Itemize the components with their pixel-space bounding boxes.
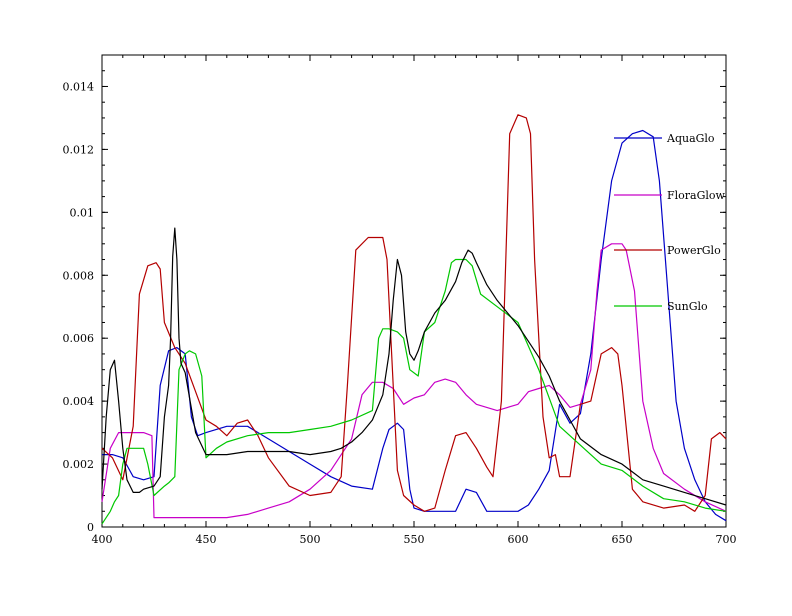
series-line-aquaglo: [102, 129, 727, 522]
y-tick-label: 0.006: [63, 332, 95, 345]
x-tick-label: 450: [196, 533, 217, 546]
series-line-sunglo: [101, 258, 727, 525]
y-axis: 0 0.002 0.004 0.006 0.008 0.01 0.012 0.014: [63, 54, 726, 534]
y-tick-label: 0.01: [70, 206, 95, 219]
x-tick-label: 500: [300, 533, 321, 546]
y-tick-label: 0.012: [63, 143, 95, 156]
legend: AquaGlo FloraGlow PowerGlo SunGlo: [614, 132, 726, 313]
plot-frame: [101, 54, 727, 528]
legend-label: PowerGlo: [667, 244, 721, 257]
series-line-unlabeled: [101, 227, 727, 506]
x-tick-label: 700: [716, 533, 737, 546]
x-tick-label: 650: [612, 533, 633, 546]
y-tick-label: 0.002: [63, 458, 95, 471]
legend-label: FloraGlow: [667, 189, 726, 202]
x-axis: 400 450 500 550 600 650 700: [92, 55, 737, 546]
legend-label: AquaGlo: [666, 132, 715, 145]
series-line-floraglow: [101, 243, 727, 519]
y-tick-label: 0: [87, 521, 94, 534]
y-tick-label: 0.008: [63, 269, 95, 282]
series-group: [101, 114, 727, 525]
x-tick-label: 400: [92, 533, 113, 546]
x-tick-label: 600: [508, 533, 529, 546]
series-line-powerglo: [101, 114, 727, 512]
legend-label: SunGlo: [667, 300, 708, 313]
y-tick-label: 0.004: [63, 395, 95, 408]
y-tick-label: 0.014: [63, 80, 95, 93]
x-tick-label: 550: [404, 533, 425, 546]
